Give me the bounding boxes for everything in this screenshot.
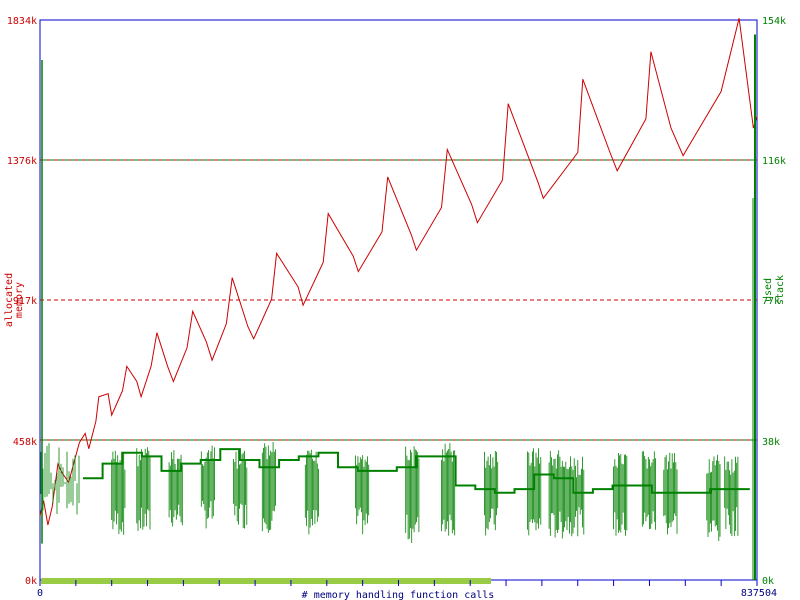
- x-tick-label-start: 0: [37, 588, 43, 599]
- y-right-tick-1: 38k: [762, 437, 780, 448]
- stack-burst-16: [663, 452, 678, 535]
- stack-burst-15: [641, 451, 656, 530]
- y-left-tick-4: 1834k: [7, 16, 37, 27]
- stack-start-spikes: [40, 443, 80, 515]
- y-left-tick-0: 0k: [25, 576, 37, 587]
- y-left-tick-2: 917k: [13, 296, 37, 307]
- stack-burst-4: [233, 449, 248, 529]
- stack-burst-1: [136, 447, 151, 531]
- y-left-tick-1: 458k: [13, 437, 37, 448]
- stack-burst-12: [548, 450, 563, 539]
- x-axis-label: # memory handling function calls: [302, 590, 495, 600]
- y-right-axis-label: used stack: [763, 275, 786, 305]
- y-left-axis-label-line1: allocated: [4, 273, 15, 327]
- y-right-tick-4: 154k: [762, 16, 786, 27]
- stack-burst-8: [405, 446, 420, 543]
- stack-burst-7: [355, 455, 370, 535]
- stack-burst-18: [724, 456, 739, 537]
- y-left-axis-label: allocated memory: [4, 273, 25, 327]
- allocated-memory-line: [39, 18, 758, 526]
- stack-burst-14: [613, 453, 628, 536]
- stack-burst-17: [706, 454, 721, 541]
- y-right-axis-label-line1: used: [763, 278, 774, 302]
- stack-burst-9: [441, 443, 456, 536]
- allocated-memory-series: [39, 18, 758, 526]
- stack-burst-5: [261, 442, 276, 533]
- grid-lines: [40, 159, 757, 441]
- y-right-tick-3: 116k: [762, 156, 786, 167]
- used-stack-baseline: [83, 448, 750, 494]
- x-tick-label-end: 837504: [741, 588, 777, 599]
- y-left-tick-3: 1376k: [7, 156, 37, 167]
- y-right-tick-0: 0k: [762, 576, 774, 587]
- y-right-axis-label-line2: stack: [775, 275, 786, 305]
- y-right-tick-2: 77k: [762, 296, 780, 307]
- stack-burst-3: [200, 445, 215, 529]
- stack-burst-2: [168, 450, 183, 527]
- progress-strip: [41, 578, 491, 584]
- stack-burst-13: [563, 456, 585, 537]
- y-left-axis-label-line2: memory: [14, 282, 25, 318]
- stack-burst-6: [304, 449, 319, 535]
- stack-burst-11: [527, 448, 542, 536]
- stack-burst-0: [111, 450, 126, 535]
- x-axis-ticks: [39, 580, 758, 586]
- used-stack-series: [40, 34, 756, 580]
- stack-burst-10: [484, 451, 499, 536]
